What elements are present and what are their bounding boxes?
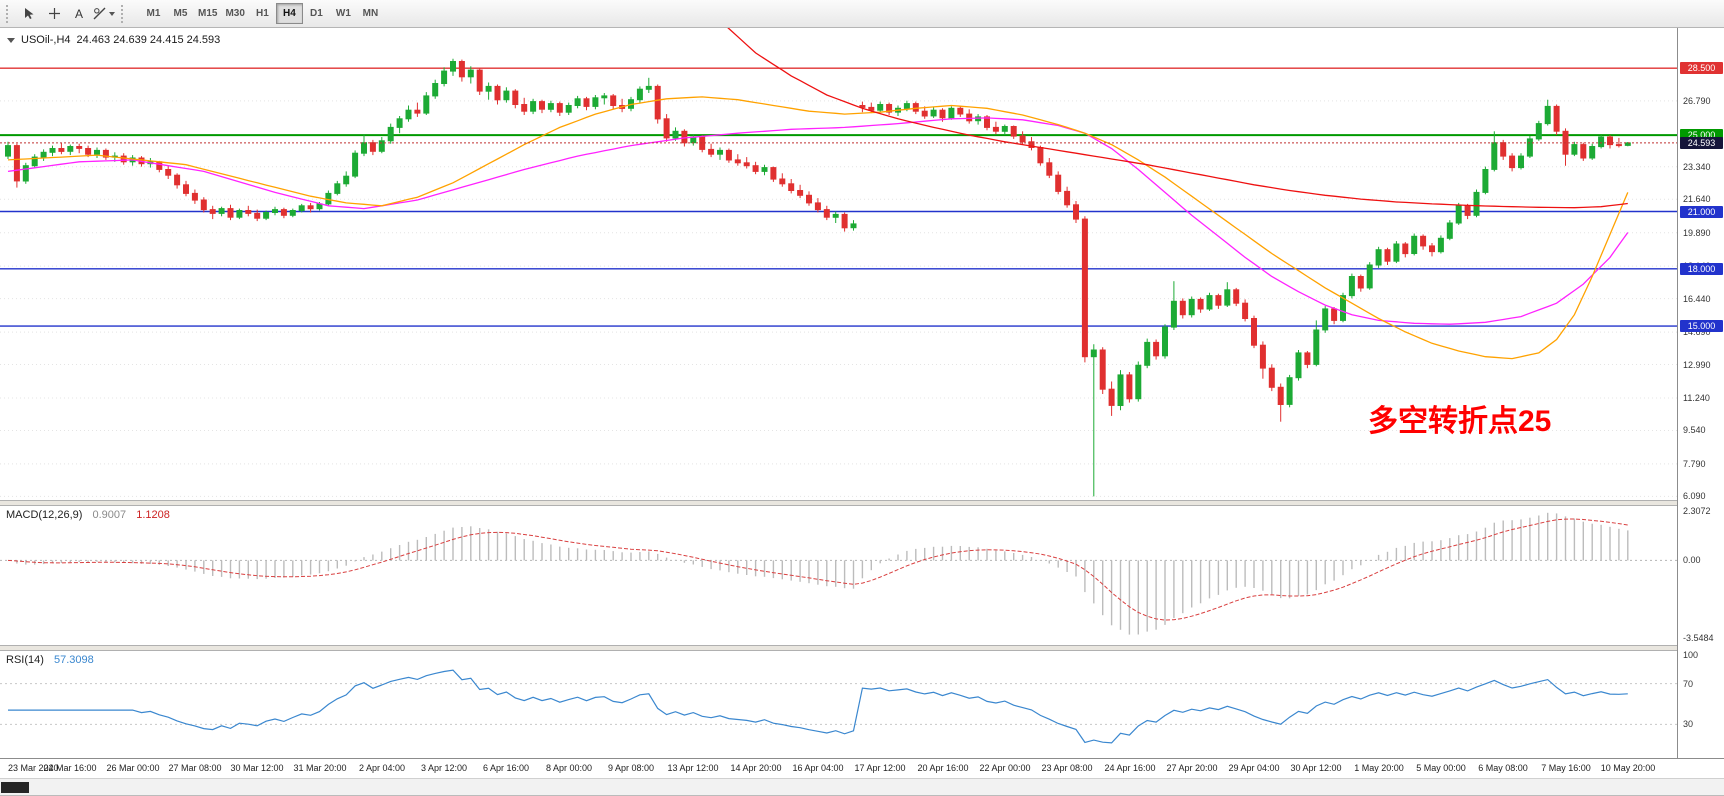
- rsi-value: 57.3098: [53, 654, 94, 666]
- crosshair-tool-button[interactable]: [42, 3, 66, 25]
- date-label: 6 Apr 16:00: [482, 763, 530, 773]
- timeframe-button-h4[interactable]: H4: [275, 3, 303, 24]
- crosshair-icon: [48, 8, 60, 19]
- price-tick: 14.690: [1683, 327, 1711, 337]
- price-tick: 6.090: [1683, 491, 1706, 501]
- date-label: 26 Mar 00:00: [106, 763, 160, 773]
- panel-divider-macd[interactable]: [0, 500, 1724, 506]
- triangle-down-icon[interactable]: [7, 37, 15, 43]
- date-label: 13 Apr 12:00: [667, 763, 719, 773]
- date-label: 7 May 16:00: [1541, 763, 1591, 773]
- date-label: 23 Apr 08:00: [1041, 763, 1093, 773]
- date-label: 2 Apr 04:00: [358, 763, 406, 773]
- date-label: 10 May 20:00: [1600, 763, 1656, 773]
- date-label: 30 Apr 12:00: [1290, 763, 1342, 773]
- date-label: 27 Mar 08:00: [168, 763, 222, 773]
- chart-title-bar: USOil-,H4 24.463 24.639 24.415 24.593: [7, 34, 220, 46]
- pointer-tool-button[interactable]: [17, 3, 41, 25]
- price-tick: 11.240: [1683, 393, 1710, 403]
- chart-annotation-text[interactable]: 多空转折点25: [1368, 405, 1552, 438]
- date-label: 23 Mar 2020: [8, 763, 59, 773]
- horizontal-scrollbar[interactable]: [0, 778, 1724, 795]
- timeframe-buttons: M1 M5 M15 M30 H1 H4 D1 W1 MN: [140, 3, 384, 24]
- main-toolbar: A M1 M5 M15 M30 H1 H4 D1 W1 MN: [0, 0, 1724, 28]
- date-label: 24 Mar 16:00: [43, 763, 97, 773]
- shapes-icon: [93, 7, 106, 20]
- date-label: 22 Apr 00:00: [979, 763, 1031, 773]
- date-label: 1 May 20:00: [1354, 763, 1404, 773]
- rsi-axis-100: 100: [1683, 650, 1699, 660]
- macd-axis-zero: 0.00: [1683, 555, 1701, 565]
- macd-signal-line: [7, 518, 1628, 621]
- panel-divider-rsi[interactable]: [0, 645, 1724, 651]
- rsi-name: RSI(14): [6, 654, 44, 666]
- date-label: 14 Apr 20:00: [730, 763, 782, 773]
- date-label: 17 Apr 12:00: [854, 763, 906, 773]
- price-tick: 23.340: [1683, 162, 1711, 172]
- price-tick: 9.540: [1683, 425, 1706, 435]
- pointer-icon: [24, 8, 33, 19]
- ohlc-readout: 24.463 24.639 24.415 24.593: [76, 34, 221, 46]
- rsi-line: [8, 669, 1628, 744]
- candlestick-series: [5, 58, 1631, 497]
- macd-axis-bottom: -3.5484: [1683, 633, 1714, 643]
- date-label: 24 Apr 16:00: [1104, 763, 1156, 773]
- price-badge-18.000: 18.000: [1680, 263, 1723, 275]
- timeframe-button-w1[interactable]: W1: [330, 3, 357, 24]
- price-tick: 12.990: [1683, 360, 1711, 370]
- ma-orange: [7, 96, 1629, 360]
- date-label: 9 Apr 08:00: [607, 763, 655, 773]
- toolbar-grip[interactable]: [6, 4, 12, 23]
- price-tick: 16.440: [1683, 294, 1711, 304]
- symbol-period-label: USOil-,H4: [21, 34, 71, 46]
- timeframe-button-h1[interactable]: H1: [249, 3, 276, 24]
- price-tick: 7.790: [1683, 459, 1706, 469]
- chevron-down-icon: [109, 11, 115, 16]
- rsi-axis-30: 30: [1683, 719, 1694, 729]
- price-badge-21.000: 21.000: [1680, 206, 1723, 218]
- timeframe-button-m30[interactable]: M30: [221, 3, 248, 24]
- date-label: 5 May 00:00: [1416, 763, 1466, 773]
- macd-value-signal: 1.1208: [136, 509, 170, 521]
- macd-histogram: [16, 512, 1629, 635]
- draw-tools-button[interactable]: [92, 3, 116, 25]
- macd-axis-top: 2.3072: [1683, 506, 1711, 516]
- time-axis[interactable]: 23 Mar 2020 24 Mar 16:00 26 Mar 00:00 27 Ma…: [0, 758, 1724, 778]
- macd-value-main: 0.9007: [92, 509, 127, 521]
- price-badge-28.500: 28.500: [1680, 62, 1723, 74]
- timeframe-button-m5[interactable]: M5: [167, 3, 194, 24]
- scrollbar-thumb[interactable]: [1, 782, 29, 793]
- price-badge-15.000: 15.000: [1680, 320, 1723, 332]
- date-label: 29 Apr 04:00: [1228, 763, 1280, 773]
- horizontal-level-lines[interactable]: [0, 67, 1677, 327]
- timeframe-button-m15[interactable]: M15: [194, 3, 221, 24]
- date-label: 20 Apr 16:00: [917, 763, 969, 773]
- timeframe-button-mn[interactable]: MN: [357, 3, 384, 24]
- price-badge-24.593: 24.593: [1680, 137, 1723, 149]
- date-label: 30 Mar 12:00: [230, 763, 284, 773]
- date-label: 31 Mar 20:00: [293, 763, 347, 773]
- date-label: 6 May 08:00: [1478, 763, 1528, 773]
- date-label: 3 Apr 12:00: [420, 763, 468, 773]
- date-label: 16 Apr 04:00: [792, 763, 844, 773]
- timeframe-button-m1[interactable]: M1: [140, 3, 167, 24]
- rsi-indicator-label: RSI(14) 57.3098: [6, 654, 94, 666]
- price-tick: 21.640: [1683, 194, 1711, 204]
- date-label: 8 Apr 00:00: [545, 763, 593, 773]
- toolbar-grip-2[interactable]: [121, 4, 127, 23]
- price-axis[interactable]: 26.79023.34021.64019.89018.14016.44014.6…: [1677, 28, 1724, 758]
- price-tick: 26.790: [1683, 96, 1711, 106]
- rsi-axis-70: 70: [1683, 679, 1694, 689]
- ma-magenta: [7, 117, 1629, 325]
- ma-red: [719, 19, 1628, 209]
- price-tick: 19.890: [1683, 228, 1711, 238]
- text-label-tool-button[interactable]: A: [67, 3, 91, 25]
- date-label: 27 Apr 20:00: [1166, 763, 1218, 773]
- macd-name: MACD(12,26,9): [6, 509, 83, 521]
- timeframe-button-d1[interactable]: D1: [303, 3, 330, 24]
- macd-indicator-label: MACD(12,26,9) 0.9007 1.1208: [6, 509, 170, 521]
